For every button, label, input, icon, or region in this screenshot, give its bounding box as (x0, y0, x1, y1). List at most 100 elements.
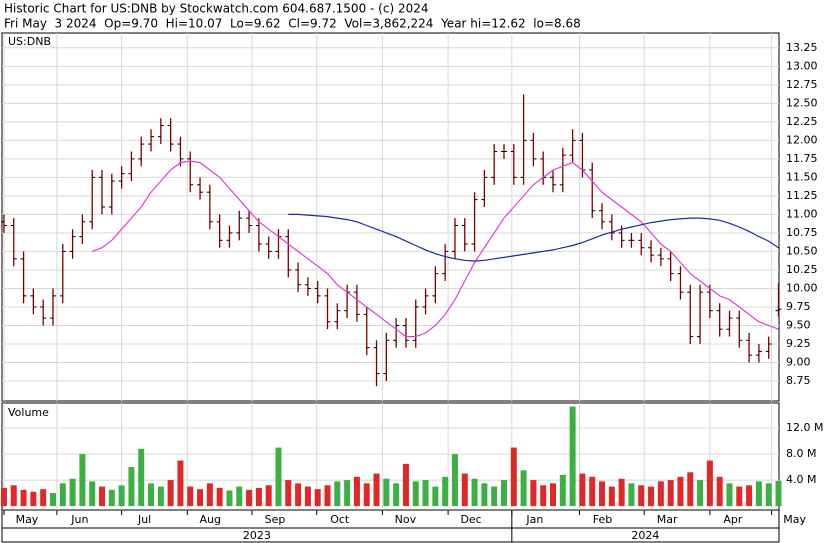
y-tick-label: 12.50 (786, 96, 818, 109)
volume-bar (726, 483, 733, 507)
x-tick-label: Nov (395, 513, 417, 526)
volume-bar (40, 489, 47, 507)
volume-bar (334, 481, 341, 507)
x-tick-label: Sep (265, 513, 286, 526)
y-tick-label: 11.25 (786, 189, 818, 202)
volume-bar (30, 491, 37, 507)
x-tick-label: Jun (70, 513, 88, 526)
volume-bar (304, 486, 311, 507)
volume-bar (412, 481, 419, 507)
volume-bar (530, 480, 537, 507)
header-line: Fri May 3 2024 Op=9.70 Hi=10.07 Lo=9.62 … (4, 17, 581, 31)
y-tick-label: 12.75 (786, 78, 818, 91)
y-tick-label: 10.25 (786, 263, 818, 276)
moving-average (91, 160, 779, 338)
volume-bar (383, 478, 390, 507)
volume-bar (0, 487, 7, 507)
year-label: 2023 (243, 529, 271, 542)
volume-bar (265, 485, 272, 507)
volume-bar (128, 467, 135, 507)
y-tick-label: 11.75 (786, 152, 818, 165)
x-tick-label: May (783, 513, 806, 526)
x-tick-label: Jul (137, 513, 151, 526)
volume-bar (393, 483, 400, 507)
volume-bar (138, 448, 145, 507)
volume-bar (246, 489, 253, 507)
volume-bar (285, 480, 292, 507)
x-tick-label: Oct (330, 513, 350, 526)
price-panel (1, 32, 780, 402)
volume-bar (716, 476, 723, 507)
volume-bar (491, 486, 498, 507)
y-tick-label: 10.50 (786, 244, 818, 257)
volume-bar (187, 486, 194, 507)
volume-bar (442, 476, 449, 507)
volume-bar (177, 460, 184, 507)
volume-bar (20, 489, 27, 507)
volume-bar (451, 454, 458, 507)
volume-bar (167, 480, 174, 507)
symbol-label: US:DNB (8, 35, 51, 48)
x-tick-label: May (16, 513, 39, 526)
volume-bar (471, 478, 478, 507)
y-tick-label: 10.00 (786, 281, 818, 294)
header-line: Historic Chart for US:DNB by Stockwatch.… (4, 2, 428, 16)
volume-bar (314, 489, 321, 507)
y-tick-label: 12.00 (786, 133, 818, 146)
volume-bar (638, 485, 645, 507)
x-tick-label: Apr (723, 513, 743, 526)
volume-bar (99, 486, 106, 507)
volume-bar (520, 470, 527, 507)
volume-bar (775, 480, 782, 507)
x-tick-label: Feb (593, 513, 612, 526)
moving-average (288, 213, 779, 262)
y-tick-label: 9.25 (786, 337, 811, 350)
volume-bar (353, 476, 360, 507)
y-tick-label: 11.50 (786, 170, 818, 183)
volume-tick-label: 4.0 M (786, 473, 816, 486)
volume-bar (432, 486, 439, 507)
volume-bar (363, 483, 370, 507)
volume-bar (49, 493, 56, 507)
volume-bar (599, 481, 606, 507)
volume-bar (559, 474, 566, 507)
volume-bar (677, 476, 684, 507)
volume-bar (589, 476, 596, 507)
x-tick-label: Aug (200, 513, 221, 526)
volume-bar (422, 480, 429, 507)
volume-bar (275, 447, 282, 507)
volume-tick-label: 12.0 M (786, 421, 823, 434)
volume-bar (197, 489, 204, 507)
volume-bar (667, 480, 674, 507)
volume-bar (746, 485, 753, 507)
volume-bar (618, 478, 625, 507)
y-tick-label: 9.50 (786, 318, 811, 331)
volume-bar (206, 483, 213, 507)
volume-bar (500, 480, 507, 507)
volume-bar (579, 473, 586, 507)
volume-bar (157, 486, 164, 507)
volume-bar (736, 486, 743, 507)
volume-bar (697, 480, 704, 507)
volume-bar (59, 483, 66, 507)
volume-bar (236, 486, 243, 507)
volume-label: Volume (8, 406, 49, 419)
volume-bar (255, 487, 262, 507)
volume-bar (295, 483, 302, 507)
volume-bar (344, 480, 351, 507)
volume-bar (108, 489, 115, 507)
volume-bar (373, 473, 380, 507)
volume-bar (402, 463, 409, 507)
volume-bar (510, 447, 517, 507)
volume-bar (648, 486, 655, 507)
volume-bar (628, 483, 635, 507)
volume-bar (324, 485, 331, 507)
volume-bar (755, 481, 762, 507)
y-tick-label: 11.00 (786, 207, 818, 220)
y-tick-label: 9.75 (786, 300, 811, 313)
year-label: 2024 (631, 529, 659, 542)
volume-bar (657, 481, 664, 507)
volume-bar (550, 483, 557, 507)
